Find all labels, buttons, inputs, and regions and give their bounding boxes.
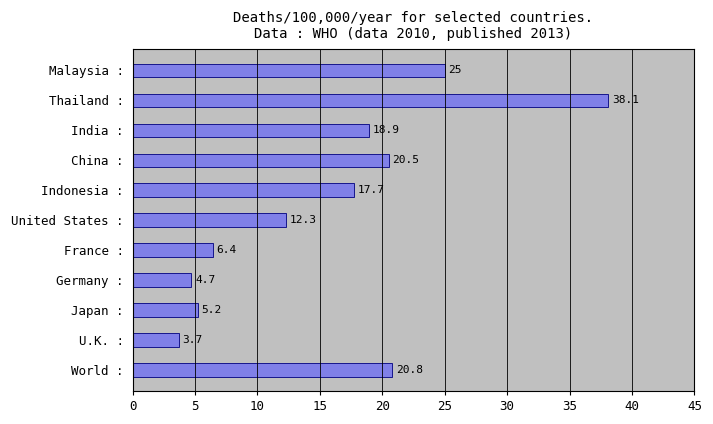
Bar [133,123,369,137]
Bar [133,184,354,197]
Bar [133,303,198,317]
Bar [133,243,212,257]
Title: Deaths/100,000/year for selected countries.
Data : WHO (data 2010, published 201: Deaths/100,000/year for selected countri… [233,11,594,41]
Text: 25: 25 [448,65,462,75]
Bar [133,213,286,227]
Text: 6.4: 6.4 [216,245,237,255]
Text: 5.2: 5.2 [201,305,222,315]
Bar [133,64,445,77]
Text: 20.8: 20.8 [396,365,423,375]
Text: 38.1: 38.1 [612,95,639,105]
Bar [133,363,392,377]
Bar [133,94,608,107]
Text: 20.5: 20.5 [392,155,419,165]
Text: 17.7: 17.7 [357,185,384,195]
Bar [133,333,179,347]
Text: 4.7: 4.7 [195,275,215,285]
Text: 18.9: 18.9 [372,125,399,135]
Text: 3.7: 3.7 [183,335,202,345]
Bar [133,153,389,167]
Text: 12.3: 12.3 [290,215,317,225]
Bar [133,273,191,287]
